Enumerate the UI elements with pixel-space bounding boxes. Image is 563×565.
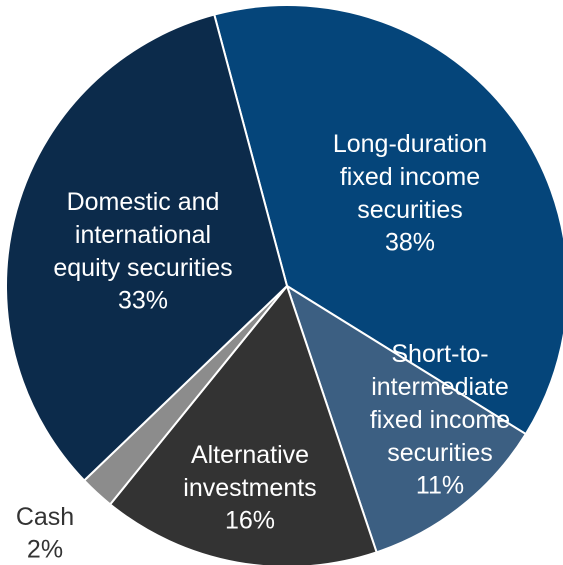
value-label: 33%: [118, 287, 168, 315]
value-label: 11%: [416, 472, 464, 500]
value-label: 2%: [27, 536, 63, 564]
slice-label: Cash: [16, 503, 74, 531]
slice-label: Domestic and international equity securiti…: [53, 188, 232, 282]
value-label: 38%: [385, 229, 435, 257]
pie-slice: [5, 13, 289, 482]
value-label: 16%: [225, 507, 275, 535]
slice-label: Alternative investments: [183, 441, 316, 502]
pie-slice: [108, 283, 378, 565]
slice-label: Short-to-intermediate fixed income securit…: [370, 340, 510, 467]
slice-label: Long-duration fixed income securities: [333, 130, 487, 224]
pie-slice: [285, 283, 528, 554]
pie-slice: [213, 4, 563, 436]
